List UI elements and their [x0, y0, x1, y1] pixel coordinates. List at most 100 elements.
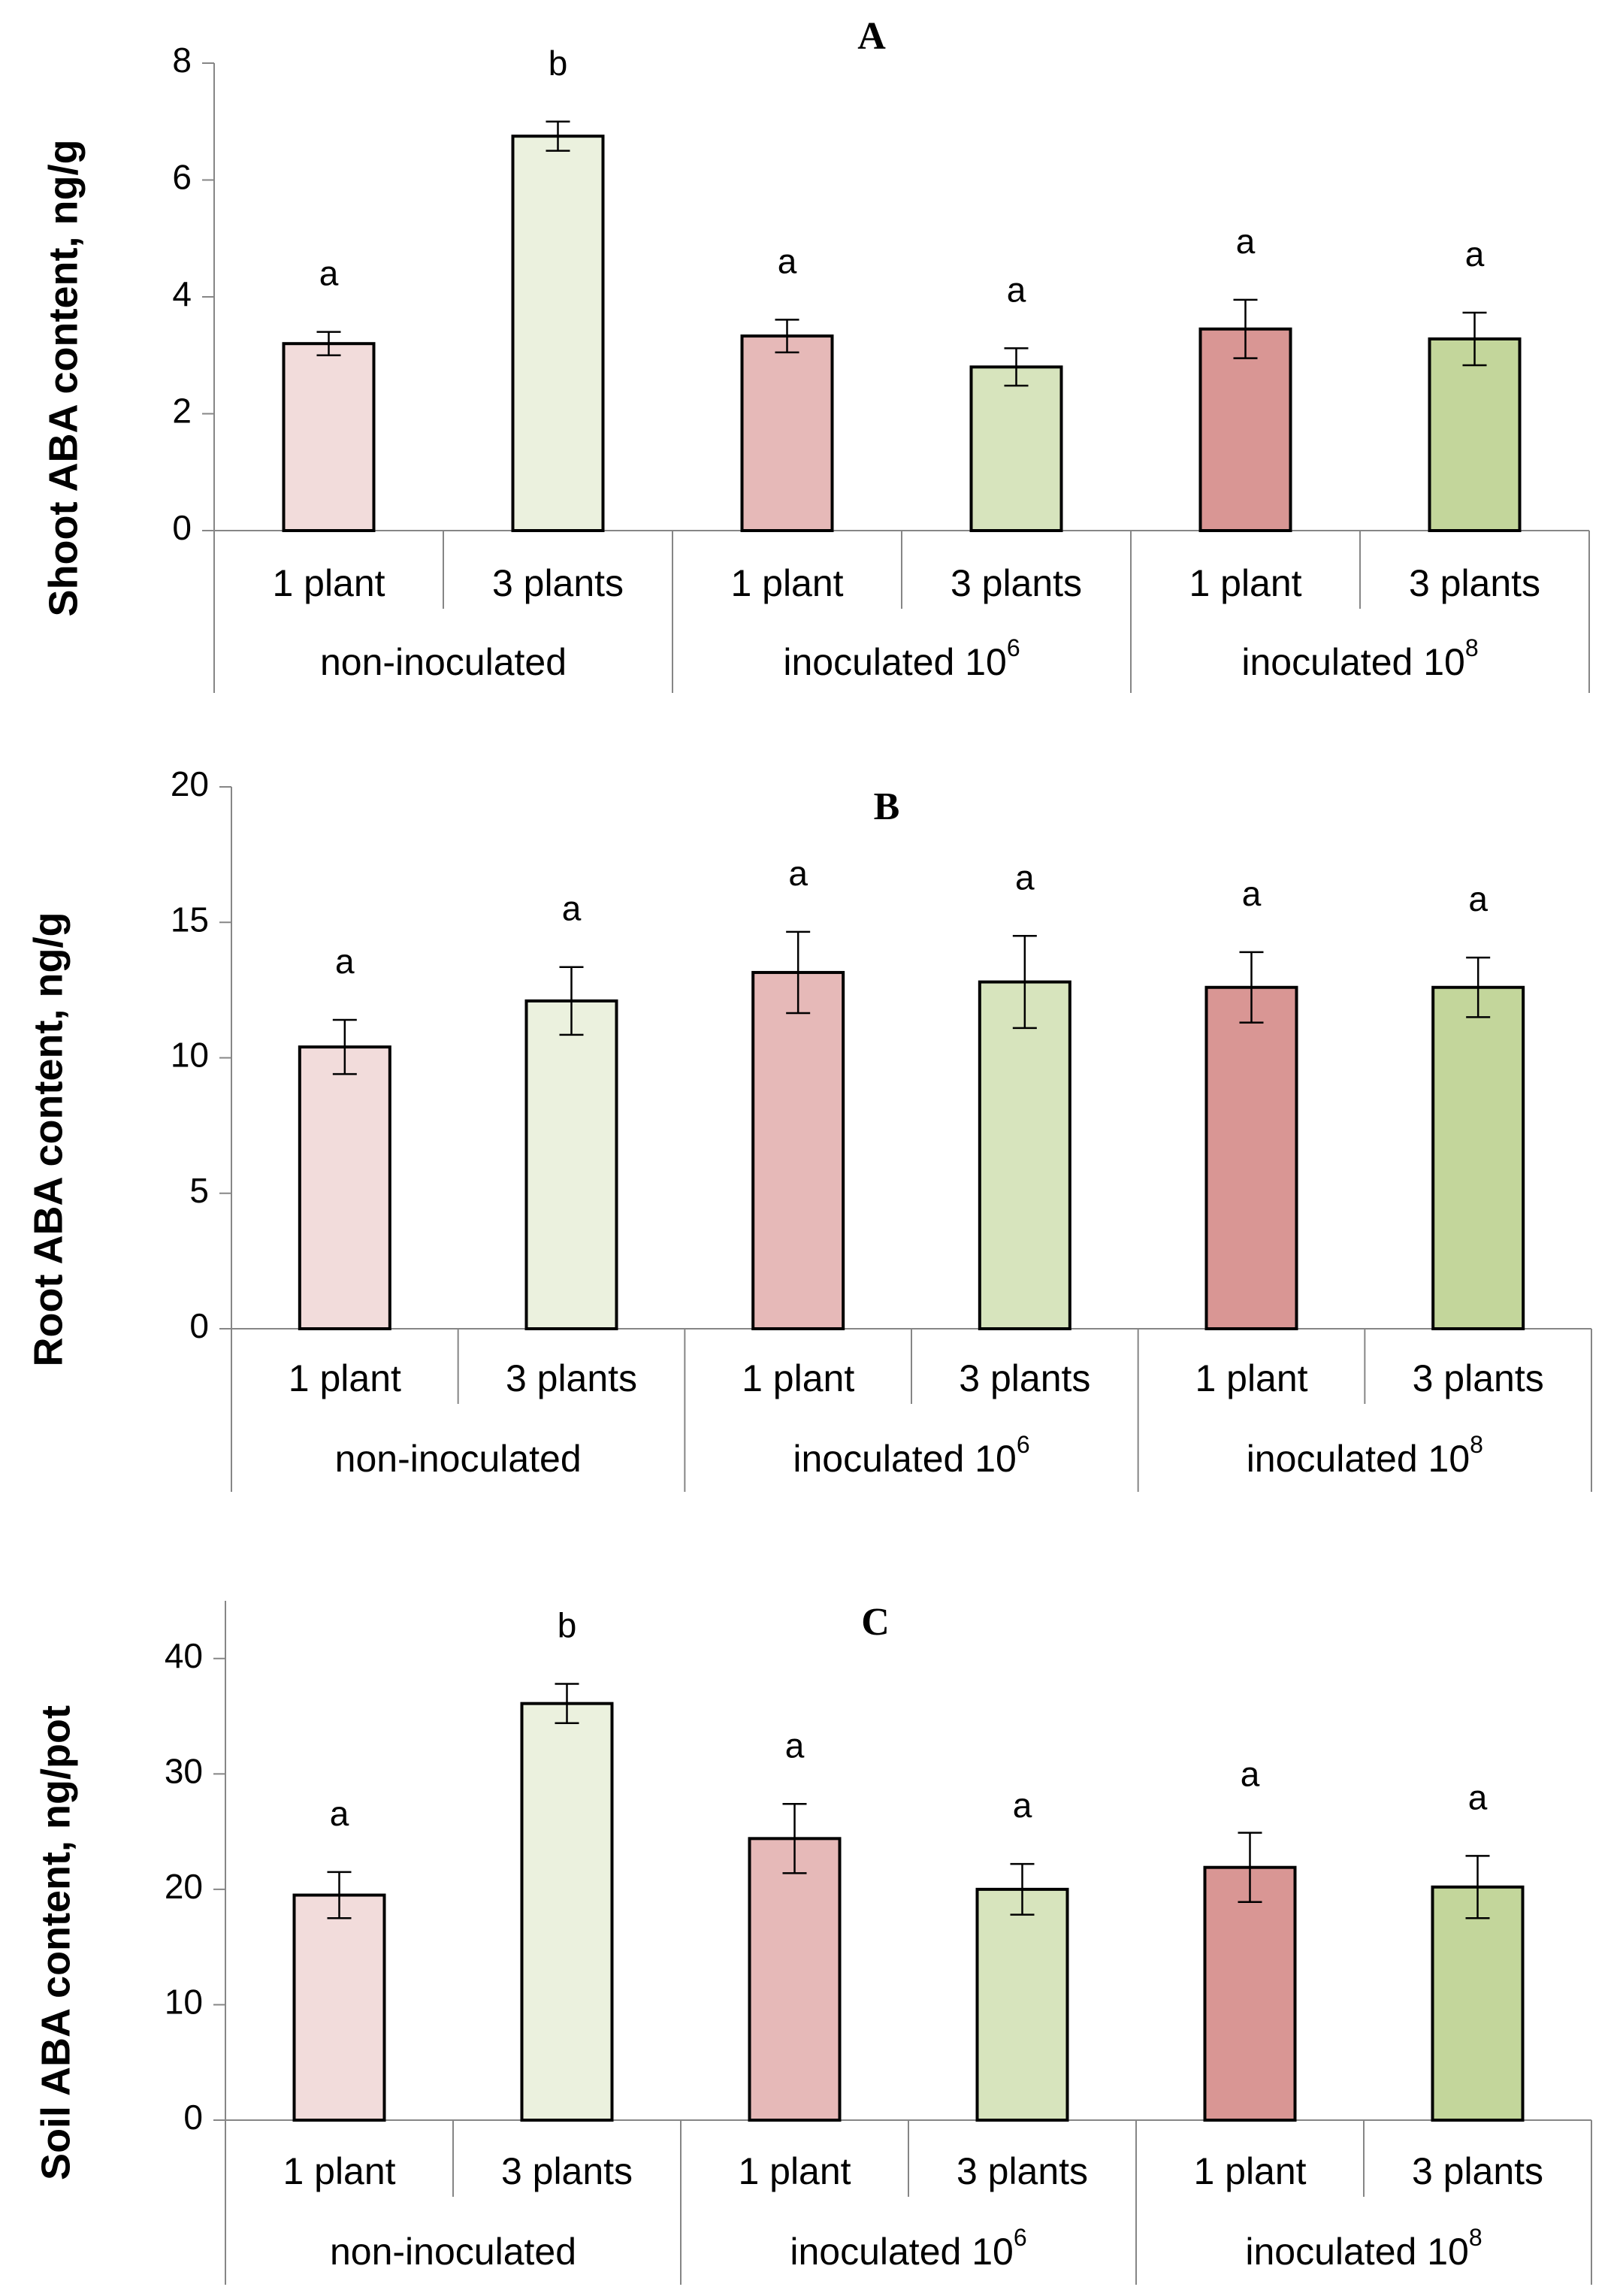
bar — [751, 970, 845, 1330]
group-label: inoculated 108 — [1241, 634, 1478, 683]
significance-letter: b — [558, 1606, 577, 1645]
bar — [511, 135, 605, 532]
significance-letter: a — [1465, 234, 1485, 274]
category-label: 1 plant — [1189, 562, 1301, 604]
group-label: non-inoculated — [335, 1438, 582, 1480]
y-tick-label: 8 — [172, 41, 192, 80]
significance-letter: a — [1468, 879, 1488, 918]
category-label: 3 plants — [492, 562, 624, 604]
group-label: inoculated 108 — [1247, 1431, 1483, 1480]
error-bar — [1462, 311, 1487, 367]
y-tick-label: 30 — [165, 1751, 203, 1790]
group-label: inoculated 106 — [783, 634, 1020, 683]
error-bar — [546, 120, 570, 152]
group-label: non-inoculated — [330, 2231, 576, 2273]
category-label: 3 plants — [506, 1357, 637, 1399]
category-label: 3 plants — [957, 2150, 1088, 2192]
panel-b: B Root ABA content, ng/g 0 5 10 15 20 a 1 plant a… — [26, 764, 1592, 1492]
significance-letter: a — [1013, 1786, 1032, 1825]
y-axis-label: Shoot ABA content, ng/g — [41, 140, 86, 617]
y-tick-label: 10 — [165, 1983, 203, 2022]
category-label: 3 plants — [1413, 1357, 1544, 1399]
error-bar — [786, 930, 811, 1015]
category-label: 1 plant — [738, 2150, 851, 2192]
y-axis-label: Soil ABA content, ng/pot — [33, 1705, 78, 2180]
significance-letter: a — [785, 1726, 805, 1765]
error-bar — [1238, 1832, 1262, 1904]
error-bar — [1233, 298, 1258, 359]
significance-letter: a — [319, 254, 339, 293]
y-tick-label: 0 — [189, 1306, 209, 1345]
error-bar — [316, 331, 341, 356]
y-axis-label: Root ABA content, ng/g — [26, 912, 71, 1367]
category-label: 1 plant — [1193, 2150, 1306, 2192]
y-tick-label: 5 — [189, 1171, 209, 1210]
significance-letter: a — [1241, 1755, 1260, 1794]
bar — [1198, 327, 1292, 532]
error-bar — [1012, 935, 1037, 1030]
bar — [524, 999, 618, 1331]
significance-letter: a — [778, 241, 797, 280]
error-bar — [555, 1683, 579, 1725]
y-tick-label: 40 — [165, 1636, 203, 1675]
panel-title: A — [857, 15, 886, 58]
significance-letter: a — [562, 889, 582, 928]
panel-a: A Shoot ABA content, ng/g 0 2 4 6 8 a 1 plant b 3 … — [41, 15, 1590, 693]
category-label: 3 plants — [1409, 562, 1540, 604]
category-label: 1 plant — [289, 1357, 401, 1399]
bar — [292, 1893, 386, 2122]
significance-letter: a — [788, 854, 808, 893]
error-bar — [782, 1803, 807, 1874]
panel-title: C — [861, 1601, 890, 1644]
error-bar — [775, 319, 799, 354]
y-tick-label: 15 — [171, 900, 209, 939]
significance-letter: a — [1007, 270, 1026, 309]
panel-title: B — [874, 785, 900, 828]
group-label: non-inoculated — [320, 641, 567, 683]
bar — [740, 334, 834, 532]
error-bar — [559, 966, 584, 1036]
bar — [1431, 1885, 1525, 2122]
error-bar — [327, 1871, 352, 1919]
significance-letter: a — [1015, 858, 1035, 897]
significance-letter: a — [330, 1794, 349, 1833]
bar — [298, 1045, 391, 1330]
group-label: inoculated 106 — [790, 2224, 1026, 2273]
error-bar — [1004, 347, 1029, 387]
bar — [978, 980, 1071, 1331]
significance-letter: b — [549, 44, 568, 83]
category-label: 3 plants — [501, 2150, 633, 2192]
significance-letter: a — [1242, 874, 1262, 913]
y-tick-label: 2 — [172, 392, 192, 431]
category-label: 1 plant — [283, 2150, 395, 2192]
category-label: 3 plants — [959, 1357, 1090, 1399]
significance-letter: a — [335, 942, 355, 981]
bar — [975, 1887, 1069, 2122]
error-bar — [1465, 1855, 1490, 1919]
y-tick-label: 0 — [172, 508, 192, 547]
y-tick-label: 20 — [171, 764, 209, 803]
error-bar — [1239, 951, 1264, 1024]
bar — [1203, 1865, 1297, 2122]
bar — [748, 1837, 842, 2122]
panel-c: C Soil ABA content, ng/pot 0 10 20 30 40 a 1 pla… — [33, 1601, 1592, 2285]
group-label: inoculated 108 — [1245, 2224, 1482, 2273]
category-label: 3 plants — [1412, 2150, 1543, 2192]
bar — [520, 1702, 614, 2122]
bar — [1204, 985, 1298, 1331]
significance-letter: a — [1468, 1777, 1488, 1817]
error-bar — [1466, 956, 1491, 1018]
category-label: 1 plant — [742, 1357, 854, 1399]
significance-letter: a — [1236, 222, 1256, 261]
error-bar — [1010, 1862, 1035, 1916]
y-tick-label: 4 — [172, 274, 192, 313]
category-label: 1 plant — [272, 562, 385, 604]
bar — [282, 342, 376, 533]
category-label: 1 plant — [1195, 1357, 1307, 1399]
category-label: 1 plant — [730, 562, 843, 604]
error-bar — [332, 1018, 357, 1075]
bar — [1428, 337, 1522, 533]
category-label: 3 plants — [951, 562, 1082, 604]
y-tick-label: 20 — [165, 1867, 203, 1906]
